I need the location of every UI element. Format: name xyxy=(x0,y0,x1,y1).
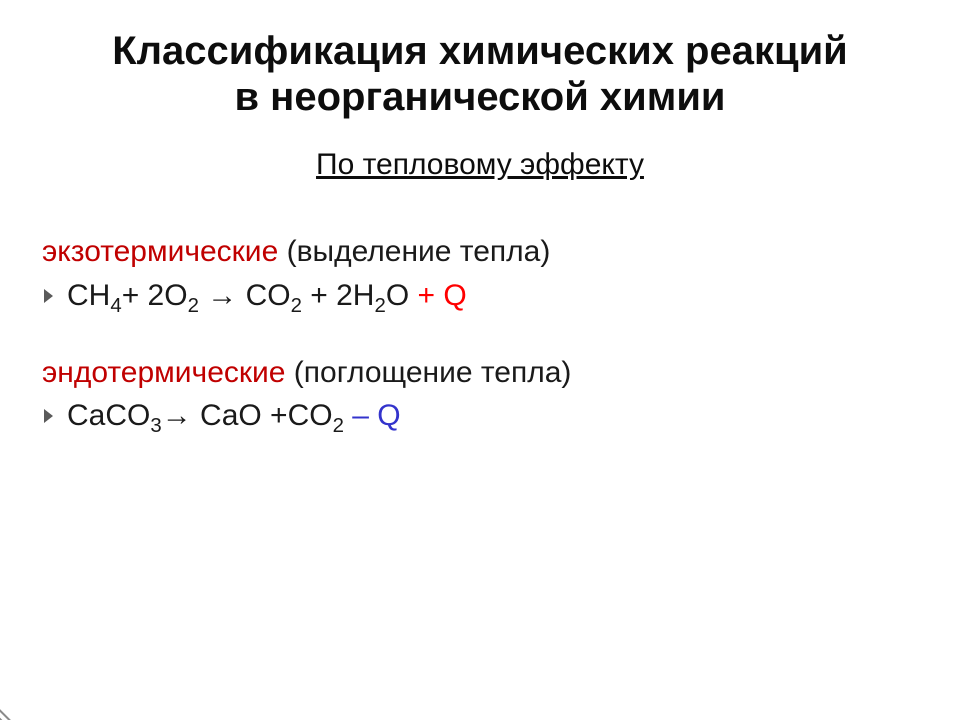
eq1-q: + Q xyxy=(417,279,466,312)
equation-1: CH4+ 2O2 → CO2 + 2H2O + Q xyxy=(67,279,467,313)
slide: Классификация химических реакций в неорг… xyxy=(0,28,960,720)
bullet-icon xyxy=(44,289,53,303)
equation-row-1: CH4+ 2O2 → CO2 + 2H2O + Q xyxy=(42,279,920,313)
equation-row-2: CaCO3→ CaO +CO2 – Q xyxy=(42,399,920,433)
section-endothermic: эндотермические (поглощение тепла) xyxy=(42,353,920,394)
slide-title: Классификация химических реакций в неорг… xyxy=(0,28,960,120)
eq2-q: – Q xyxy=(352,399,400,432)
eq1-p3: → CO xyxy=(199,279,291,312)
section-exothermic: экзотермические (выделение тепла) xyxy=(42,232,920,273)
eq1-s1: 4 xyxy=(110,295,121,317)
eq2-p3 xyxy=(344,399,352,432)
eq1-p1: CH xyxy=(67,279,110,312)
eq1-p4: + 2H xyxy=(302,279,375,312)
eq2-p2: → CaO +CO xyxy=(162,399,333,432)
eq1-p2: + 2O xyxy=(122,279,188,312)
eq1-p5: O xyxy=(386,279,418,312)
equation-2: CaCO3→ CaO +CO2 – Q xyxy=(67,399,401,433)
term-exothermic: экзотермические xyxy=(42,235,278,268)
eq2-s1: 3 xyxy=(150,415,161,437)
eq1-s3: 2 xyxy=(291,295,302,317)
eq1-s2: 2 xyxy=(188,295,199,317)
slide-subtitle: По тепловому эффекту xyxy=(0,148,960,182)
desc-exothermic: (выделение тепла) xyxy=(278,235,550,268)
slide-body: экзотермические (выделение тепла) CH4+ 2… xyxy=(42,232,920,433)
term-endothermic: эндотермические xyxy=(42,356,285,389)
title-line-1: Классификация химических реакций xyxy=(112,29,848,73)
eq1-s4: 2 xyxy=(374,295,385,317)
corner-decor xyxy=(0,529,219,720)
eq2-p1: CaCO xyxy=(67,399,150,432)
desc-endothermic: (поглощение тепла) xyxy=(285,356,571,389)
bullet-icon xyxy=(44,409,53,423)
title-line-2: в неорганической химии xyxy=(234,75,725,119)
eq2-s2: 2 xyxy=(333,415,344,437)
